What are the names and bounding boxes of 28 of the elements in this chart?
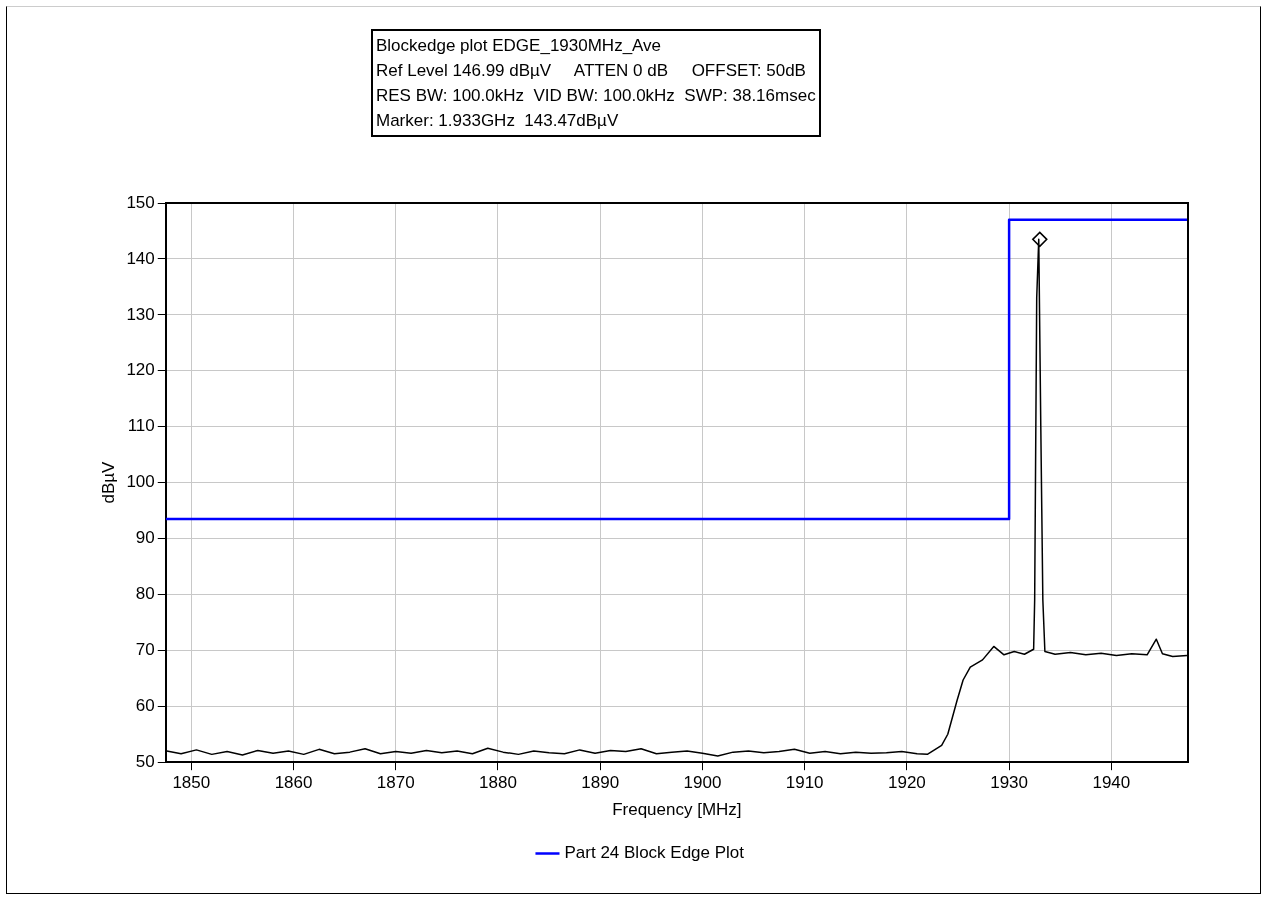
x-tick-label: 1880 [479, 773, 517, 793]
x-tick-label: 1940 [1092, 773, 1131, 793]
x-tick-label: 1890 [581, 773, 620, 793]
y-tick-label: 110 [127, 416, 155, 436]
y-tick-label: 50 [135, 751, 155, 771]
x-tick-label: 1920 [887, 773, 926, 793]
text: RES BW: 100.0kHz VID BW: 100.0kHz SWP: 38.16msec [376, 85, 816, 107]
x-tick-label: 1900 [683, 773, 722, 793]
x-tick-label: 1910 [785, 773, 824, 793]
y-tick-label: 130 [126, 304, 155, 324]
y-tick-label: 140 [126, 248, 155, 268]
y-tick-label: 90 [135, 528, 155, 548]
x-axis-title: Frequency [MHz] [612, 800, 742, 820]
y-tick-label: 60 [135, 695, 155, 715]
y-tick-label: 70 [135, 640, 155, 660]
x-tick-label: 1870 [376, 773, 415, 793]
y-axis-title: dBµV [98, 460, 118, 504]
x-tick-label: 1860 [274, 773, 313, 793]
x-tick-label: 1850 [172, 773, 211, 793]
text: Ref Level 146.99 dBµV ATTEN 0 dB OFFSET: 50dB [376, 60, 807, 82]
y-tick-label: 150 [126, 192, 155, 212]
text: Marker: 1.933GHz 143.47dBµV [376, 110, 620, 132]
y-tick-label: 100 [126, 472, 155, 492]
legend-label: Part 24 Block Edge Plot [564, 843, 745, 863]
x-tick-label: 1930 [990, 773, 1029, 793]
y-tick-label: 120 [126, 360, 155, 380]
chart-title: Blockedge plot EDGE_1930MHz_Ave [376, 35, 663, 57]
y-tick-label: 80 [135, 584, 155, 604]
